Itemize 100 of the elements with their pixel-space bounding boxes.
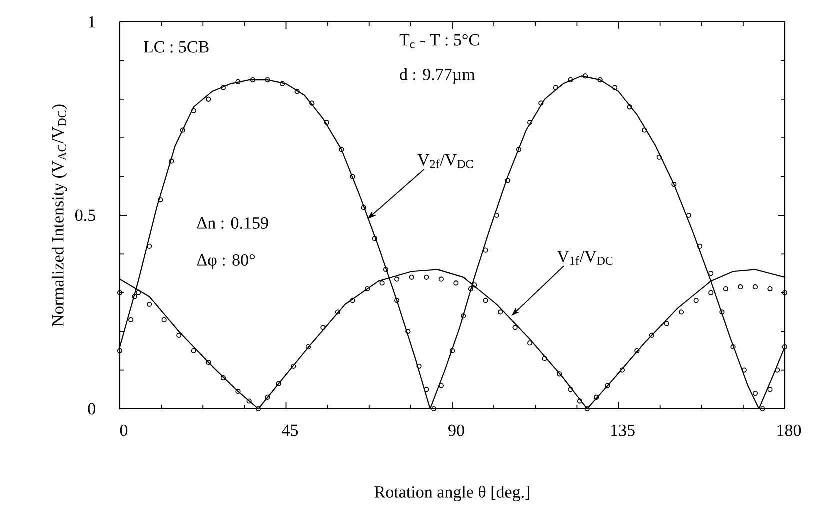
point [656, 154, 662, 160]
point [483, 298, 488, 304]
point [438, 276, 444, 282]
point [568, 77, 574, 83]
point [620, 368, 625, 373]
point [409, 274, 414, 280]
point [236, 79, 241, 85]
point [132, 294, 138, 300]
point [708, 271, 714, 276]
point [782, 290, 788, 296]
point [768, 286, 773, 292]
point [206, 360, 212, 366]
point [320, 325, 326, 330]
point [406, 329, 411, 334]
point [720, 310, 725, 315]
point [542, 356, 548, 362]
point [577, 398, 583, 404]
point [294, 89, 300, 94]
point [117, 290, 123, 296]
point [472, 282, 478, 288]
point [158, 197, 164, 203]
point [128, 317, 134, 323]
point [738, 284, 744, 290]
point [752, 390, 758, 396]
point [686, 212, 692, 218]
point [176, 332, 182, 338]
point [742, 368, 747, 373]
point [528, 340, 533, 346]
point [498, 310, 504, 315]
point [206, 96, 212, 102]
annotation: Δφ : 80° [197, 254, 256, 270]
point [649, 332, 655, 338]
x-tick-label: 90 [448, 424, 464, 436]
point [394, 298, 400, 304]
point [538, 100, 544, 106]
point [768, 387, 773, 392]
point [380, 280, 385, 286]
point [516, 147, 522, 152]
point [512, 325, 518, 330]
point [350, 174, 356, 180]
point [431, 406, 437, 412]
point [117, 348, 123, 354]
point [627, 104, 632, 110]
point [605, 383, 610, 388]
point [220, 85, 226, 90]
x-tick-label: 135 [612, 424, 635, 436]
point [324, 120, 330, 126]
y-tick-label: 1 [89, 16, 96, 28]
point [361, 205, 366, 210]
point [424, 274, 430, 280]
x-tick-label: 0 [120, 424, 128, 436]
point [424, 387, 430, 392]
point [180, 128, 186, 133]
point [454, 280, 459, 286]
point [191, 108, 196, 114]
point [672, 182, 677, 188]
point [256, 406, 262, 412]
point [310, 100, 315, 106]
annotation: Δn : 0.159 [197, 217, 268, 230]
point [220, 375, 226, 381]
point [553, 85, 558, 90]
x-axis-title: Rotation angle θ [deg.] [374, 486, 530, 502]
point [775, 368, 780, 373]
point [147, 244, 152, 250]
point [383, 267, 389, 272]
y-tick-label: 0.5 [76, 210, 96, 222]
point [246, 398, 252, 404]
point [468, 286, 474, 292]
point [350, 298, 356, 304]
y-axis-title: Normalized Intensity (V$_{AC}$/V$_{DC}$) [52, 104, 68, 326]
point [162, 317, 167, 323]
point [730, 344, 736, 350]
point [372, 236, 378, 242]
point [697, 244, 703, 250]
point [582, 74, 588, 79]
point [169, 158, 174, 164]
annotation: V$_{1f}$/V$_{DC}$ [557, 251, 613, 266]
point [634, 348, 640, 354]
annotation: d : 9.77µm [400, 68, 476, 84]
point [494, 212, 500, 218]
point [461, 314, 466, 319]
point [557, 372, 562, 377]
point [250, 77, 256, 83]
point [723, 286, 728, 292]
point [280, 81, 286, 86]
point [594, 394, 600, 400]
point [450, 348, 456, 354]
point [612, 85, 618, 90]
point [708, 290, 714, 296]
point [191, 348, 196, 354]
annotation: T$_{c}$ - T : 5°C [400, 34, 480, 48]
point [136, 290, 142, 296]
point [505, 178, 510, 184]
point [339, 147, 344, 152]
annotation: V$_{2f}$/V$_{DC}$ [418, 154, 474, 168]
point [276, 381, 282, 386]
point [236, 389, 241, 394]
point [335, 310, 341, 315]
point [483, 248, 488, 253]
point [528, 120, 533, 126]
